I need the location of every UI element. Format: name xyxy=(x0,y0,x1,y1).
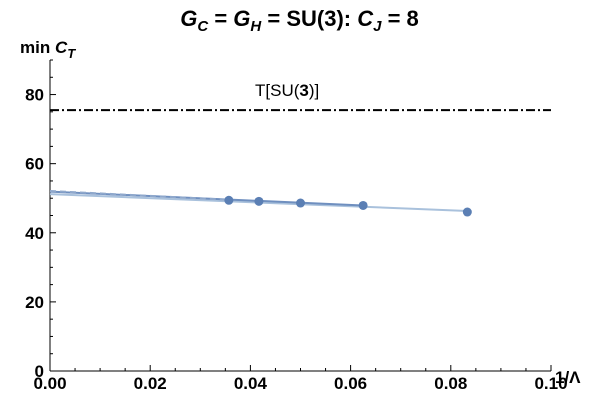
title-value: = 8 xyxy=(381,6,418,31)
x-tick-label: 0.02 xyxy=(134,374,167,393)
y-tick-label: 20 xyxy=(25,293,44,312)
title-group: = SU(3): xyxy=(261,6,357,31)
ref-label-part: T[SU( xyxy=(255,81,300,100)
data-point xyxy=(359,201,368,210)
y-tick-label: 40 xyxy=(25,224,44,243)
reference-line-label: T[SU(3)] xyxy=(255,81,319,100)
title-g2: G xyxy=(233,6,250,31)
y-tick-label: 0 xyxy=(35,362,44,381)
chart-title: GC = GH = SU(3): CJ = 8 xyxy=(180,6,419,35)
ref-label-bold: 3 xyxy=(299,81,308,100)
y-tick-label: 60 xyxy=(25,155,44,174)
title-eq-1: = xyxy=(208,6,233,31)
x-tick-label: 0.08 xyxy=(434,374,467,393)
fit-line-2 xyxy=(50,192,363,206)
y-label-c: C xyxy=(55,38,68,57)
y-axis-label: min CT xyxy=(20,38,76,61)
data-point xyxy=(254,197,263,206)
ref-label-part: )] xyxy=(309,81,319,100)
x-tick-label: 0.04 xyxy=(234,374,268,393)
title-c: C xyxy=(357,6,374,31)
x-tick-label: 0.10 xyxy=(534,374,567,393)
reference-line-group: T[SU(3)] xyxy=(50,81,551,110)
data-point xyxy=(296,199,305,208)
title-g: G xyxy=(180,6,197,31)
data-point xyxy=(224,196,233,205)
x-tick-label: 0.06 xyxy=(334,374,367,393)
y-tick-label: 80 xyxy=(25,86,44,105)
data-point xyxy=(463,208,472,217)
y-label-sub-t: T xyxy=(67,46,76,61)
y-label-min: min xyxy=(20,38,55,57)
